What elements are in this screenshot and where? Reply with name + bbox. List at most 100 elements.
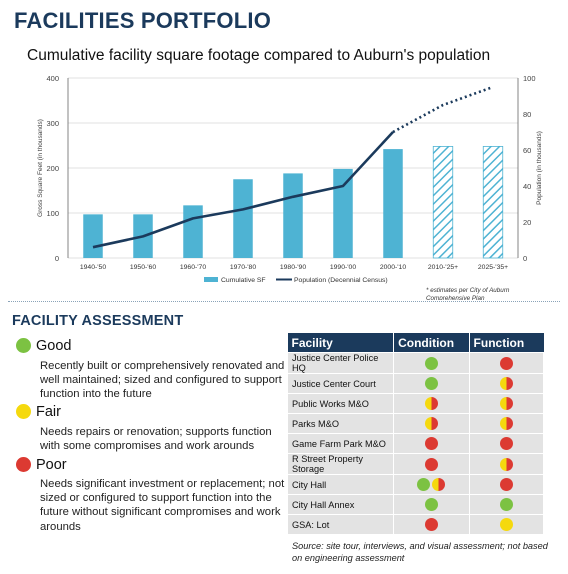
y2-axis-label: Population (in thousands)	[536, 131, 543, 205]
y-tick-label: 0	[55, 254, 59, 263]
x-tick-label: 2000-'10	[380, 264, 406, 271]
y2-tick-label: 80	[523, 110, 531, 119]
population-line-solid	[92, 131, 394, 249]
poor-status-icon	[499, 437, 513, 450]
bar	[432, 145, 454, 259]
function-cell	[468, 352, 545, 374]
poor-description: Needs significant investment or replacem…	[40, 478, 285, 533]
fair-poor-status-icon	[499, 457, 513, 471]
function-cell	[468, 494, 545, 515]
y2-tick-label: 60	[523, 146, 531, 155]
y-tick-label: 200	[46, 164, 59, 173]
table-row: Public Works M&O	[286, 393, 545, 414]
table-row: Parks M&O	[286, 413, 545, 434]
bar	[283, 173, 303, 258]
condition-cell	[393, 393, 470, 414]
condition-cell	[393, 373, 470, 394]
condition-cell	[393, 352, 470, 374]
level-name: Fair	[36, 403, 61, 420]
fair-poor-status-icon	[432, 478, 446, 491]
facility-name: Public Works M&O	[286, 393, 395, 414]
population-line-estimated	[392, 85, 494, 134]
table-row: Justice Center Court	[286, 373, 545, 394]
chart-annotation: * estimates per City of Auburn	[426, 287, 510, 294]
table-row: Game Farm Park M&O	[286, 433, 545, 454]
function-cell	[468, 393, 545, 414]
legend-fair: Fair	[16, 403, 61, 421]
poor-status-icon	[499, 356, 513, 370]
x-tick-label: 1970-'80	[230, 264, 256, 271]
x-tick-label: 2025-'35+	[478, 264, 508, 271]
legend-bar-label: Cumulative SF	[221, 277, 266, 284]
function-cell	[468, 413, 545, 434]
header-facility: Facility	[287, 333, 395, 353]
function-cell	[468, 474, 545, 495]
y2-tick-label: 20	[523, 218, 531, 227]
population-line	[92, 85, 494, 249]
poor-status-icon	[499, 478, 513, 491]
table-row: GSA: Lot	[286, 514, 545, 535]
header-condition: Condition	[393, 333, 470, 353]
section-divider	[8, 301, 560, 302]
bar	[83, 214, 103, 258]
facility-name: Game Farm Park M&O	[286, 433, 395, 454]
table-row: City Hall	[286, 474, 545, 495]
x-tick-label: 2010-'25+	[428, 264, 458, 271]
fair-poor-status-icon	[499, 417, 513, 430]
fair-icon	[16, 404, 31, 420]
table-row: City Hall Annex	[286, 494, 545, 515]
poor-status-icon	[424, 437, 438, 450]
x-tick-label: 1990-'00	[330, 264, 356, 271]
y-tick-label: 100	[46, 209, 59, 218]
poor-icon	[16, 457, 31, 473]
y2-tick-label: 100	[523, 74, 536, 83]
legend-bar-swatch	[204, 277, 218, 282]
good-status-icon	[499, 498, 513, 511]
legend-good: Good	[16, 337, 71, 355]
x-tick-label: 1940-'50	[80, 264, 106, 271]
good-status-icon	[424, 356, 438, 370]
poor-status-icon	[424, 457, 438, 471]
good-icon	[16, 338, 31, 354]
page-title: FACILITIES PORTFOLIO	[14, 8, 271, 33]
function-cell	[468, 433, 545, 454]
good-status-icon	[424, 498, 438, 511]
fair-poor-status-icon	[424, 417, 438, 430]
bar	[183, 205, 203, 258]
good-description: Recently built or comprehensively renova…	[40, 360, 285, 401]
chart-annotation-cont: Comprehensive Plan	[426, 295, 485, 300]
condition-cell	[393, 433, 470, 454]
level-name: Poor	[36, 456, 67, 473]
facility-name: Justice Center Court	[286, 373, 395, 394]
condition-cell	[393, 494, 470, 515]
good-status-icon	[424, 377, 438, 390]
fair-status-icon	[499, 518, 513, 531]
bar	[383, 149, 403, 258]
y-axis-label: Gross Square Feet (in thousands)	[37, 119, 44, 217]
function-cell	[468, 514, 545, 535]
function-cell	[468, 373, 545, 394]
function-cell	[468, 453, 545, 475]
x-tick-label: 1980-'90	[280, 264, 306, 271]
level-name: Good	[36, 337, 72, 354]
chart-title: Cumulative facility square footage compa…	[27, 47, 491, 64]
condition-cell	[393, 453, 470, 475]
table-body: Justice Center Police HQ Justice Center C…	[286, 352, 545, 535]
table-header-row: Facility Condition Function	[287, 333, 544, 353]
y2-tick-label: 40	[523, 182, 531, 191]
table-row: R Street Property Storage	[286, 453, 545, 475]
legend-line-label: Population (Decennial Census)	[294, 277, 388, 284]
assessment-title: FACILITY ASSESSMENT	[12, 313, 184, 329]
facility-name: GSA: Lot	[286, 514, 395, 535]
fair-poor-status-icon	[499, 377, 513, 390]
fair-description: Needs repairs or renovation; supports fu…	[40, 426, 272, 453]
source-note: Source: site tour, interviews, and visua…	[292, 541, 548, 563]
x-tick-label: 1960-'70	[180, 264, 206, 271]
legend: Cumulative SF Population (Decennial Censu…	[204, 277, 510, 300]
table-row: Justice Center Police HQ	[286, 352, 545, 374]
facility-name: Justice Center Police HQ	[286, 352, 395, 374]
facility-table: Facility Condition Function Justice Cent…	[286, 333, 545, 535]
y-tick-label: 300	[46, 119, 59, 128]
